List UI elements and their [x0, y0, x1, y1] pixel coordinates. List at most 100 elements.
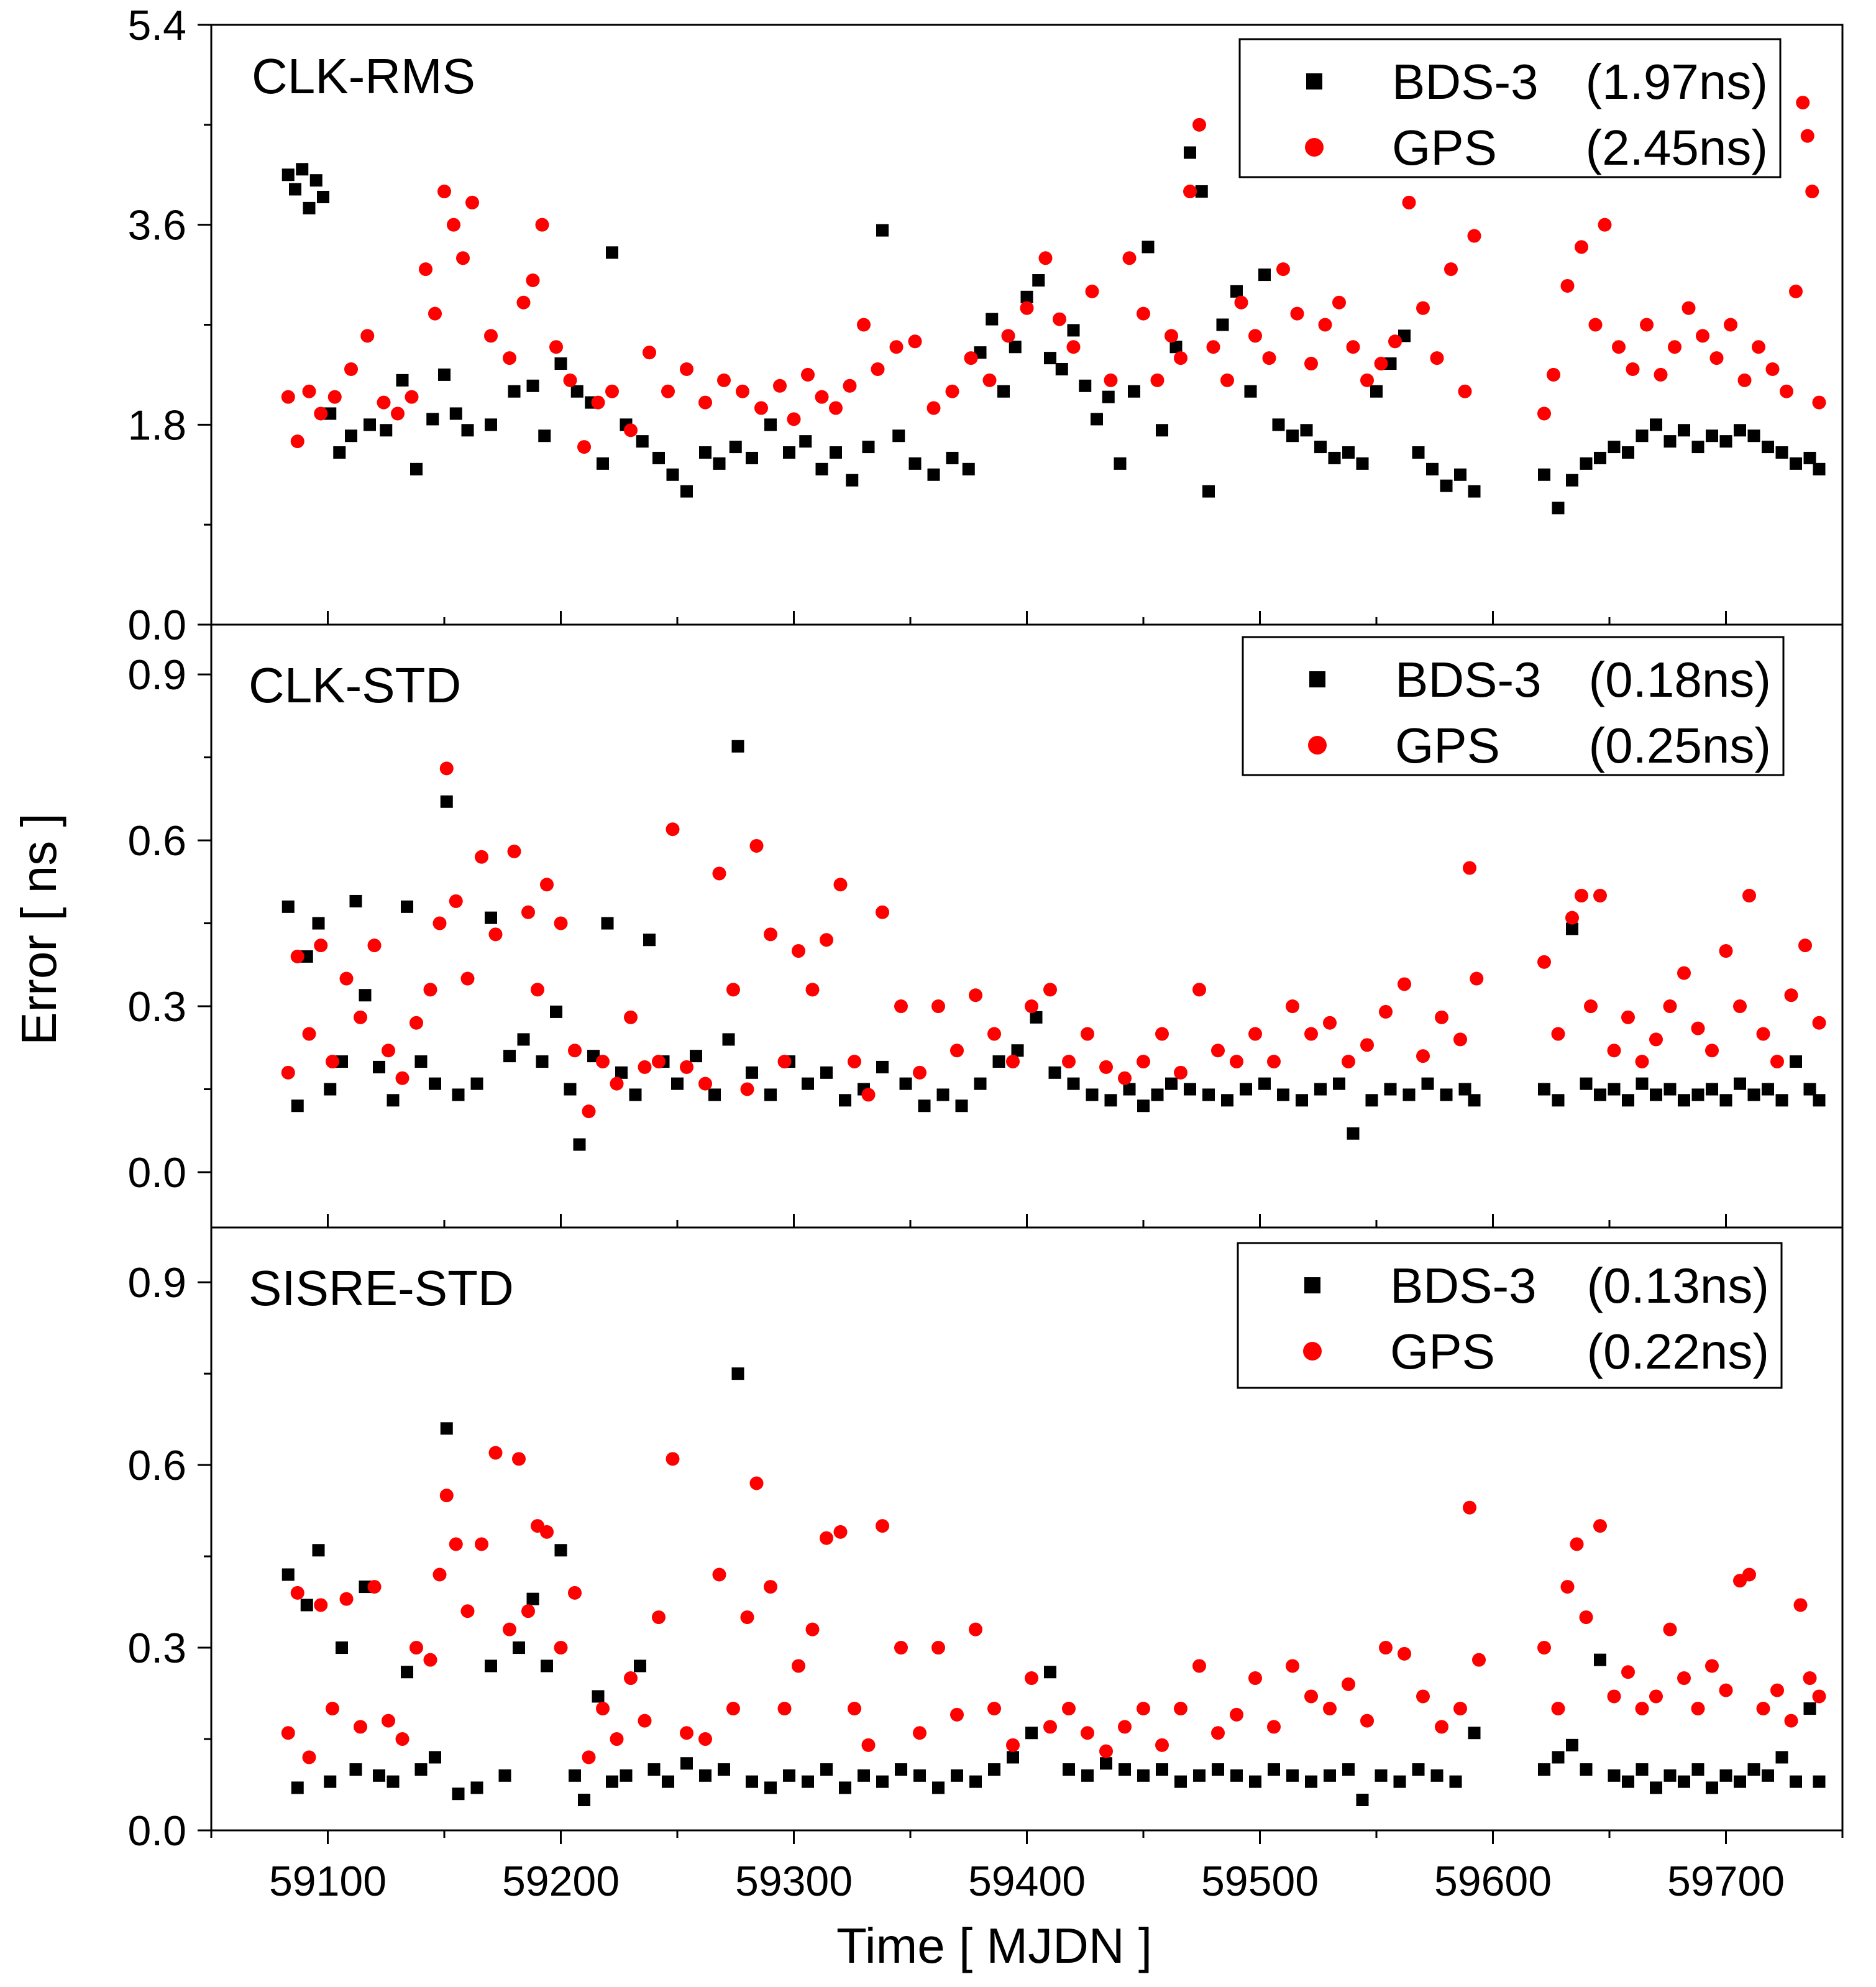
data-point	[731, 740, 744, 753]
data-point	[1580, 1763, 1593, 1776]
data-point	[680, 1757, 693, 1770]
data-point	[997, 385, 1010, 398]
data-point	[1472, 1653, 1486, 1667]
data-point	[955, 1099, 968, 1113]
data-point	[1375, 1769, 1388, 1782]
data-point	[577, 440, 591, 454]
data-point	[439, 761, 454, 776]
data-point	[1537, 406, 1551, 421]
data-point	[698, 1732, 712, 1746]
data-point	[862, 441, 875, 454]
data-point	[1784, 988, 1798, 1003]
data-point	[1248, 329, 1262, 343]
data-point	[805, 983, 820, 997]
data-point	[1346, 340, 1360, 354]
data-point	[281, 1726, 295, 1740]
data-point	[324, 1775, 337, 1788]
data-point	[354, 1010, 367, 1024]
data-point	[773, 379, 787, 393]
data-point	[1081, 1027, 1094, 1041]
data-point	[1454, 468, 1466, 481]
data-point	[1318, 318, 1332, 332]
data-point	[550, 1005, 562, 1018]
data-point	[1742, 1567, 1756, 1582]
data-point	[1370, 385, 1383, 398]
data-point	[1765, 362, 1780, 376]
data-point	[568, 1585, 582, 1600]
data-point	[1402, 1088, 1416, 1101]
data-point	[992, 1055, 1005, 1068]
data-point	[712, 866, 726, 881]
data-point	[951, 1769, 963, 1782]
data-point	[281, 1568, 295, 1581]
data-point	[861, 1738, 876, 1752]
data-point	[1552, 1094, 1565, 1107]
data-point	[1719, 1683, 1733, 1697]
data-point	[344, 362, 358, 376]
data-point	[1537, 1641, 1551, 1655]
data-point	[1062, 1055, 1076, 1069]
data-point	[1598, 218, 1612, 232]
data-point	[731, 1367, 744, 1380]
data-point	[895, 1763, 907, 1776]
data-point	[1580, 457, 1593, 470]
data-point	[1709, 351, 1724, 365]
data-point	[1086, 1088, 1099, 1101]
data-point	[554, 1544, 567, 1557]
data-point	[1025, 1727, 1038, 1740]
data-point	[713, 457, 726, 470]
data-point	[1747, 1088, 1760, 1101]
data-point	[1328, 451, 1341, 464]
y-tick-label: 0.3	[127, 983, 186, 1030]
data-point	[666, 1452, 680, 1466]
data-point	[1580, 1077, 1593, 1090]
data-point	[1038, 251, 1053, 265]
data-point	[1706, 429, 1718, 443]
data-point	[1091, 413, 1103, 426]
data-point	[661, 384, 675, 398]
data-point	[1258, 1077, 1271, 1090]
data-point	[1053, 312, 1066, 326]
data-point	[746, 1066, 758, 1079]
data-point	[1467, 229, 1481, 243]
data-point	[638, 1714, 652, 1728]
data-point	[647, 1763, 661, 1776]
data-point	[488, 927, 503, 942]
data-point	[833, 1525, 848, 1539]
data-point	[792, 944, 805, 958]
data-point	[432, 1567, 447, 1582]
data-point	[438, 368, 451, 381]
data-point	[1122, 251, 1137, 265]
data-point	[1360, 373, 1374, 387]
data-point	[1678, 1094, 1690, 1107]
data-point	[1398, 1646, 1411, 1661]
data-point	[309, 174, 323, 187]
data-point	[927, 468, 940, 481]
data-point	[624, 423, 638, 438]
data-point	[1156, 1763, 1168, 1776]
data-point	[1608, 1769, 1621, 1782]
data-point	[815, 390, 829, 404]
data-point	[314, 938, 328, 953]
panel-3: 0.0 0.3 0.6 0.9 59100 59200 59300 59400 59500 596…	[127, 1226, 1844, 1905]
data-point	[591, 395, 605, 410]
data-point	[1268, 1763, 1280, 1776]
data-point	[1468, 485, 1481, 498]
legend-value: (1.97ns)	[1586, 54, 1768, 109]
data-point	[582, 1104, 596, 1119]
data-point	[1379, 1641, 1393, 1655]
data-point	[1230, 1707, 1243, 1722]
data-point	[982, 373, 997, 387]
y-tick-label: 0.9	[127, 1259, 186, 1306]
data-point	[634, 1659, 646, 1673]
data-point	[746, 1775, 758, 1788]
data-point	[680, 485, 693, 498]
x-axis-title: Time [ MJDN ]	[836, 1918, 1152, 1973]
data-point	[1216, 318, 1229, 331]
data-point	[1636, 429, 1649, 443]
data-point	[540, 878, 554, 892]
data-point	[1174, 1775, 1187, 1788]
panel-title: CLK-RMS	[252, 48, 475, 104]
data-point	[913, 1065, 927, 1080]
data-point	[596, 1702, 610, 1716]
